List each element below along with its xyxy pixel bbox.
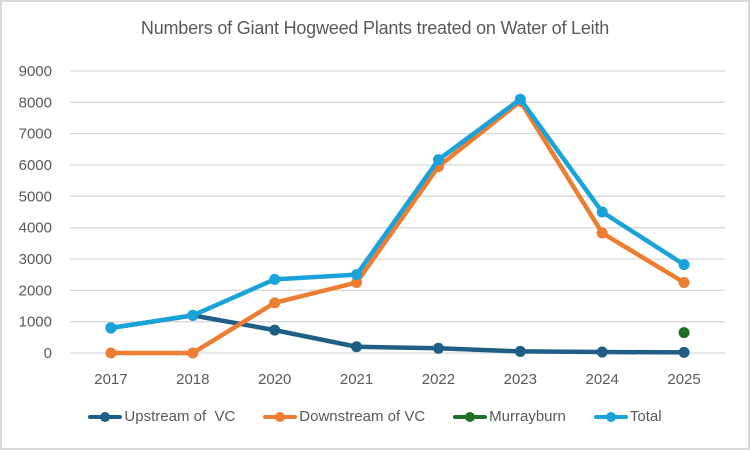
legend-label-downstream: Downstream of VC [299,408,426,425]
y-tick-label: 7000 [19,126,52,143]
legend-item-murrayburn: Murrayburn [453,408,566,425]
y-tick-label: 8000 [19,94,52,111]
x-axis-ticks: 2017 2018 2020 2021 2022 2023 2024 2025 [94,371,701,388]
y-axis-ticks: 0 1000 2000 3000 4000 5000 6000 7000 8000 9000 [19,63,52,362]
y-tick-label: 5000 [19,188,52,205]
x-tick-label: 2021 [340,371,373,388]
data-point [269,297,281,309]
legend-swatch-upstream [88,411,123,423]
y-tick-label: 3000 [19,251,52,268]
data-point [596,206,608,218]
y-tick-label: 1000 [19,314,52,331]
data-point [105,322,117,334]
series-line [108,313,687,355]
legend-label-total: Total [629,408,662,425]
series-line [108,99,687,356]
x-tick-label: 2018 [176,371,209,388]
data-point [187,309,199,321]
data-point [351,269,363,281]
data-point [678,327,690,339]
data-point [678,346,690,358]
legend-label-murrayburn: Murrayburn [489,408,566,425]
x-tick-label: 2017 [94,371,127,388]
gridlines [70,70,725,354]
x-tick-label: 2025 [667,371,700,388]
y-tick-label: 9000 [19,63,52,80]
data-point [187,347,199,359]
legend-item-total: Total [593,408,662,425]
data-point [432,342,444,354]
data-point [596,227,608,239]
y-tick-label: 0 [44,345,52,362]
series-line [108,96,687,331]
y-tick-label: 2000 [19,282,52,299]
legend-item-upstream: Upstream of VC [88,408,235,425]
series-lines [105,93,690,359]
legend-item-downstream: Downstream of VC [263,408,425,425]
data-point [351,341,363,353]
data-point [678,277,690,288]
x-tick-label: 2023 [504,371,537,388]
data-point [596,346,608,358]
x-tick-label: 2022 [422,371,455,388]
x-tick-label: 2024 [586,371,619,388]
data-point [269,273,281,285]
data-point [269,324,281,336]
legend: Upstream of VC Downstream of VC Murraybu… [0,408,750,425]
data-point [351,277,363,288]
data-point [678,259,690,271]
legend-swatch-murrayburn [453,411,488,423]
series-murrayburn [678,327,690,339]
legend-swatch-downstream [263,411,298,423]
y-tick-label: 4000 [19,220,52,237]
data-point [105,347,117,359]
data-point [432,154,444,166]
legend-label-upstream: Upstream of VC [124,408,236,425]
data-point [514,93,526,105]
data-point [514,345,526,357]
x-tick-label: 2020 [258,371,291,388]
legend-swatch-total [593,411,628,423]
y-tick-label: 6000 [19,157,52,174]
chart-title: Numbers of Giant Hogweed Plants treated … [140,18,610,38]
series-total [105,93,690,334]
